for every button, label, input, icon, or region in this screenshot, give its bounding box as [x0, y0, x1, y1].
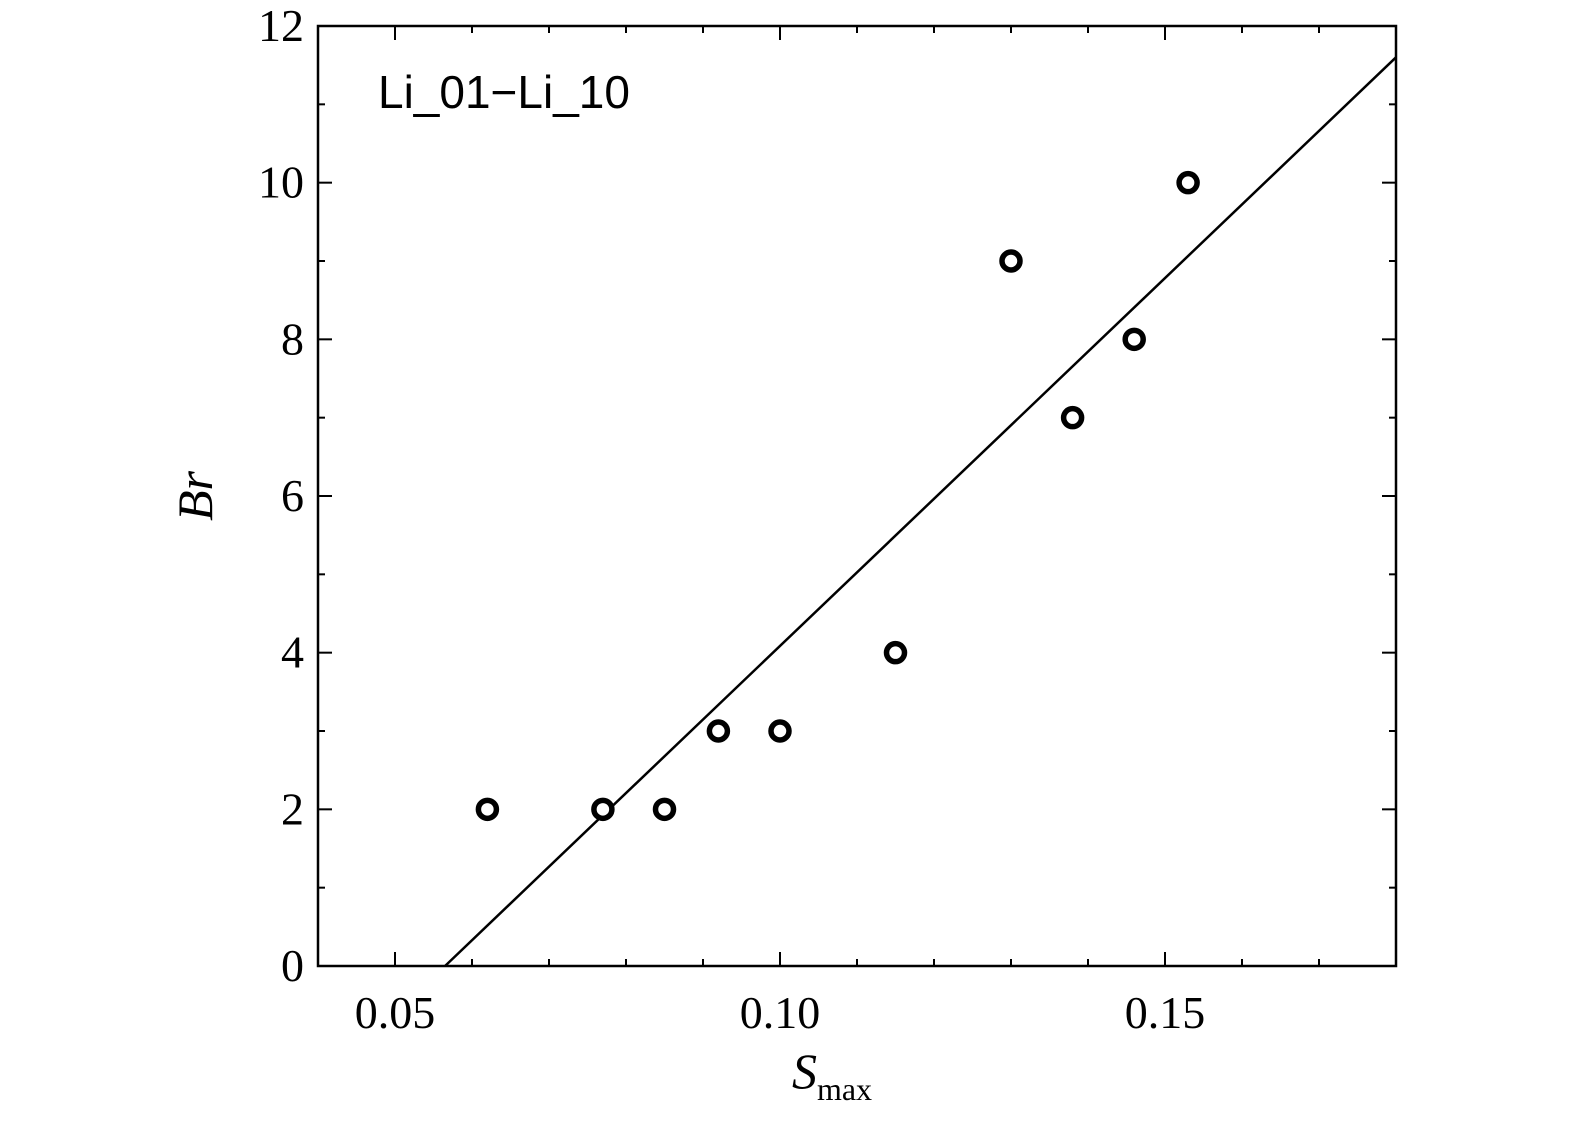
x-axis-label-subscript: max: [817, 1071, 872, 1107]
data-point: [706, 719, 731, 743]
x-tick-label: 0.05: [355, 987, 436, 1038]
y-tick-label: 0: [281, 940, 304, 991]
series-annotation: Li_01−Li_10: [378, 66, 630, 118]
data-point: [999, 249, 1023, 273]
data-point: [475, 797, 500, 822]
data-point: [652, 797, 677, 822]
data-point: [1122, 327, 1146, 352]
x-tick-label: 0.15: [1125, 987, 1206, 1038]
y-tick-label: 2: [281, 783, 304, 834]
y-axis-label: Br: [167, 470, 223, 521]
fit-line-layer: [444, 56, 1397, 967]
ticks-layer: [317, 25, 1397, 967]
y-tick-label: 12: [258, 0, 304, 51]
data-point: [883, 640, 908, 665]
x-tick-label: 0.10: [740, 987, 821, 1038]
tick-labels-layer: 0 2 4 6 8 10 12 0.05 0.10 0.15: [258, 0, 1205, 1038]
y-tick-label: 10: [258, 157, 304, 208]
y-tick-label: 6: [281, 470, 304, 521]
fit-line: [444, 56, 1397, 967]
data-point: [768, 719, 792, 743]
data-point: [1060, 405, 1085, 430]
plot-frame: [316, 24, 1398, 968]
y-tick-label: 4: [281, 627, 304, 678]
data-point: [1176, 170, 1200, 195]
points-layer: [475, 170, 1200, 822]
x-axis-label-main: S: [792, 1043, 817, 1099]
data-point: [591, 797, 615, 822]
y-tick-label: 8: [281, 313, 304, 364]
x-axis-label: Smax: [792, 1043, 872, 1107]
